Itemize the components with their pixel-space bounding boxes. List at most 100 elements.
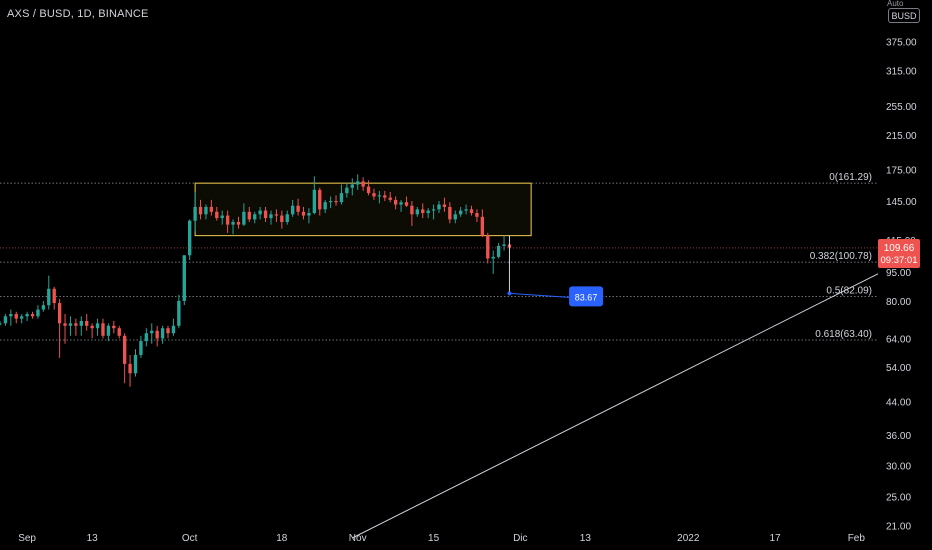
price-tick-label: 64.00	[886, 334, 911, 345]
time-axis[interactable]: Sep 13 Oct 18 Nov 15 Dic 13 2022 17 Feb	[18, 533, 865, 544]
candle-body	[155, 330, 159, 339]
candle	[372, 188, 376, 200]
candle-body	[296, 205, 300, 212]
time-tick-label: Nov	[349, 533, 367, 544]
candle-body	[79, 320, 83, 326]
candle-body	[112, 325, 116, 329]
candle-body	[3, 316, 8, 324]
candle	[177, 294, 181, 329]
candle	[393, 196, 398, 210]
candle	[101, 318, 105, 339]
candle-body	[198, 206, 203, 215]
price-tick-label: 375.00	[886, 37, 917, 48]
currency-badge[interactable]: BUSD	[888, 8, 920, 23]
candle-body	[502, 244, 506, 246]
candle	[334, 195, 338, 206]
candle-body	[437, 204, 441, 210]
candle-body	[128, 363, 132, 374]
candle	[366, 180, 371, 196]
price-tick-label: 175.00	[886, 165, 917, 176]
time-tick-label: 17	[769, 533, 781, 544]
candle	[133, 349, 138, 377]
candle-body	[68, 323, 73, 326]
candle-body	[334, 201, 338, 203]
candle-body	[220, 215, 224, 219]
candle	[377, 190, 382, 204]
candle-body	[464, 209, 468, 211]
candle	[150, 323, 154, 344]
candle	[247, 206, 251, 222]
last-price-box	[878, 238, 920, 268]
candle-body	[280, 215, 284, 222]
price-tick-label: 36.00	[886, 431, 911, 442]
measure-tool: 83.67	[507, 235, 604, 307]
candle-body	[323, 202, 327, 210]
candle-body	[339, 193, 344, 203]
candle-body	[431, 209, 436, 211]
candle	[356, 174, 360, 190]
candle-body	[95, 323, 100, 329]
candle	[421, 203, 425, 219]
candle-body	[133, 354, 138, 374]
candle	[30, 311, 35, 319]
candle-body	[404, 202, 409, 206]
candle	[47, 275, 51, 310]
time-tick-label: Feb	[848, 533, 866, 544]
candle	[225, 210, 230, 233]
fibonacci-labels: 0(161.29) 0.382(100.78) 0.5(82.09) 0.618(63…	[810, 172, 872, 340]
candle-body	[312, 189, 317, 214]
candle	[128, 354, 132, 387]
candle-body	[9, 314, 13, 317]
candle	[3, 314, 8, 326]
price-tick-label: 25.00	[886, 492, 911, 503]
candle	[253, 211, 257, 224]
candle	[63, 314, 67, 344]
candle-body	[231, 221, 235, 225]
candle	[0, 320, 2, 326]
symbol-title[interactable]: AXS / BUSD, 1D, BINANCE	[7, 8, 149, 20]
price-axis[interactable]: 375.00315.00255.00215.00175.00145.00115.…	[886, 37, 917, 532]
candle	[415, 206, 420, 217]
candle	[52, 286, 56, 310]
candle	[301, 206, 306, 220]
candle	[312, 176, 317, 215]
candle-body	[496, 245, 501, 257]
candle-body	[225, 215, 230, 225]
candle	[496, 242, 501, 259]
candle	[139, 335, 143, 358]
candle-body	[47, 288, 51, 306]
candle	[182, 255, 186, 306]
candle	[404, 196, 409, 207]
candle	[486, 232, 490, 264]
candle-body	[410, 205, 414, 215]
candle-body	[19, 316, 24, 319]
candle-body	[486, 235, 490, 259]
candle	[426, 208, 430, 219]
candle	[323, 199, 327, 214]
candle-body	[36, 309, 40, 317]
time-tick-label: 2022	[677, 533, 700, 544]
candle	[285, 210, 289, 225]
scale-mode-label[interactable]: Auto	[887, 0, 904, 8]
candle-body	[236, 221, 241, 225]
candle-body	[475, 213, 479, 217]
candle	[410, 201, 414, 226]
candle	[198, 199, 203, 220]
candle	[475, 209, 479, 222]
time-tick-label: Dic	[513, 533, 527, 544]
candle-body	[0, 323, 2, 325]
candle-body	[204, 206, 208, 215]
price-tick-label: 54.00	[886, 363, 911, 374]
candle	[122, 333, 127, 384]
fib-level-label: 0.618(63.40)	[815, 329, 872, 340]
candle-body	[117, 328, 121, 336]
candle-body	[290, 205, 295, 215]
candle-body	[177, 300, 181, 326]
candle	[41, 300, 46, 312]
candle	[36, 305, 40, 319]
candle-body	[399, 202, 403, 205]
candle-body	[318, 189, 322, 210]
candle	[442, 197, 447, 212]
candle	[480, 209, 485, 238]
